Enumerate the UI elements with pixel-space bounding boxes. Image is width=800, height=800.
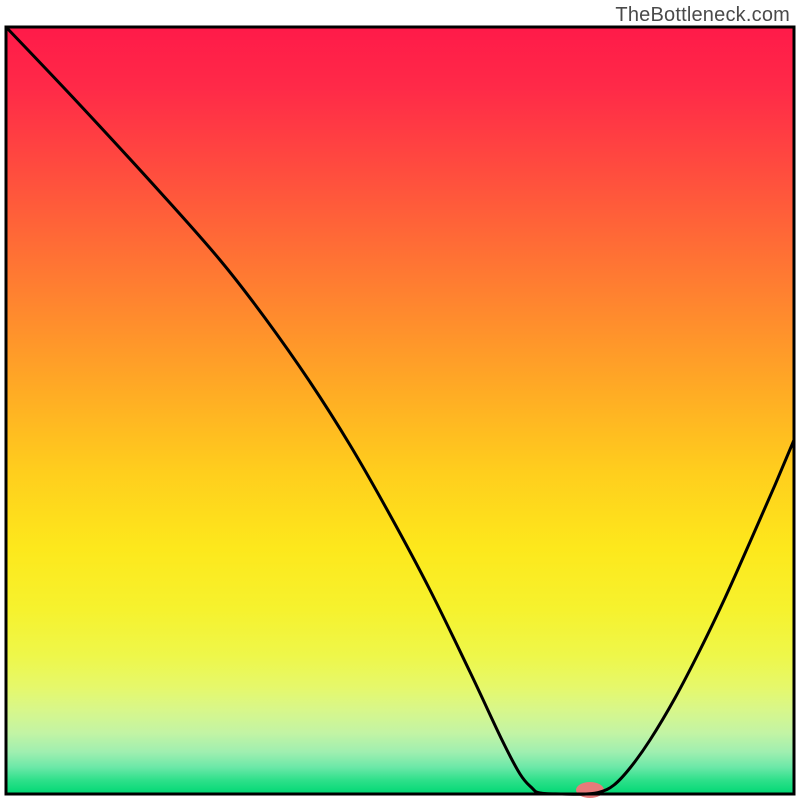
- chart-svg: [0, 0, 800, 800]
- watermark-text: TheBottleneck.com: [615, 4, 790, 27]
- gradient-background: [6, 27, 794, 794]
- chart-frame: TheBottleneck.com: [0, 0, 800, 800]
